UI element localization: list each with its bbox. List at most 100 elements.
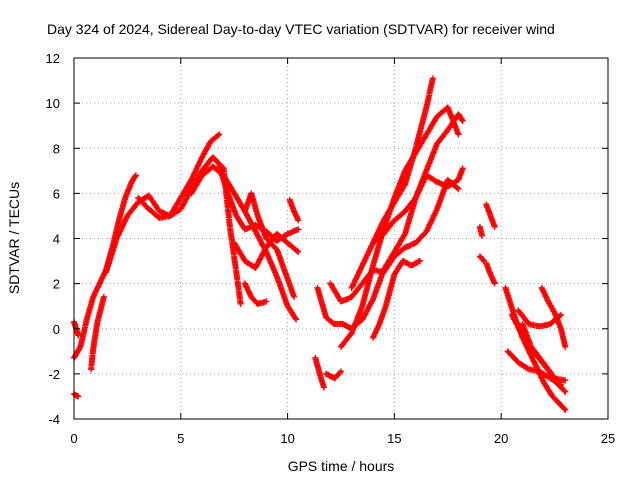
data-point-marker: + [124,185,131,199]
data-point-marker: + [313,357,320,371]
data-point-marker: + [398,244,405,258]
data-point-marker: + [219,170,226,184]
data-point-marker: + [272,265,279,279]
data-point-marker: + [374,279,381,293]
data-point-marker: + [90,344,97,358]
data-point-marker: + [386,256,393,270]
data-point-marker: + [126,179,133,193]
data-point-marker: + [457,169,464,183]
data-point-marker: + [193,177,200,191]
data-point-marker: + [384,207,391,221]
data-point-marker: + [272,242,279,256]
data-point-marker: + [256,254,263,268]
data-point-marker: + [379,267,386,281]
data-point-marker: + [315,286,322,300]
data-point-marker: + [289,240,296,254]
data-point-marker: + [402,164,409,178]
data-point-marker: + [90,339,97,353]
data-point-marker: + [243,279,250,293]
data-point-marker: + [215,129,222,143]
data-point-marker: + [346,329,353,343]
data-point-marker: + [408,152,415,166]
data-point-marker: + [386,257,393,271]
data-point-marker: + [219,160,226,174]
data-point-marker: + [293,223,300,237]
data-point-marker: + [400,180,407,194]
data-point-marker: + [410,150,417,164]
data-point-marker: + [103,265,110,279]
data-point-marker: + [277,231,284,245]
data-point-marker: + [263,225,270,239]
data-point-marker: + [287,304,294,318]
data-point-marker: + [217,162,224,176]
data-point-marker: + [454,126,461,140]
data-point-marker: + [319,299,326,313]
data-point-marker: + [317,293,324,307]
data-point-marker: + [317,290,324,304]
data-point-marker: + [434,175,441,189]
data-point-marker: + [361,292,368,306]
data-point-marker: + [356,266,363,280]
data-point-marker: + [382,263,389,277]
data-point-marker: + [255,255,262,269]
data-point-marker: + [207,153,214,167]
data-point-marker: + [99,270,106,284]
data-point-marker: + [377,233,384,247]
data-point-marker: + [226,192,233,206]
data-point-marker: + [315,364,322,378]
data-point-marker: + [193,174,200,188]
data-point-marker: + [381,226,388,240]
data-point-marker: + [327,314,334,328]
data-point-marker: + [238,199,245,213]
data-point-marker: + [376,223,383,237]
data-point-marker: + [187,174,194,188]
data-point-marker: + [410,198,417,212]
data-point-marker: + [316,365,323,379]
data-point-marker: + [167,208,174,222]
data-point-marker: + [348,290,355,304]
data-point-marker: + [104,259,111,273]
data-point-marker: + [246,214,253,228]
data-point-marker: + [391,189,398,203]
data-point-marker: + [347,327,354,341]
data-point-marker: + [430,211,437,225]
data-point-marker: + [193,179,200,193]
data-point-marker: + [410,197,417,211]
data-point-marker: + [386,206,393,220]
data-point-marker: + [240,202,247,216]
data-point-marker: + [192,180,199,194]
data-point-marker: + [358,261,365,275]
data-point-marker: + [183,182,190,196]
data-point-marker: + [415,142,422,156]
data-point-marker: + [418,178,425,192]
data-point-marker: + [229,239,236,253]
data-point-marker: + [359,313,366,327]
data-point-marker: + [127,205,134,219]
data-point-marker: + [327,369,334,383]
data-point-marker: + [400,168,407,182]
data-point-marker: + [425,93,432,107]
data-point-marker: + [410,150,417,164]
data-point-marker: + [80,325,87,339]
data-point-marker: + [232,259,239,273]
data-point-marker: + [352,318,359,332]
data-point-marker: + [363,283,370,297]
data-point-marker: + [93,319,100,333]
y-tick-label: 12 [46,51,60,66]
data-point-marker: + [228,181,235,195]
data-point-marker: + [249,191,256,205]
data-point-marker: + [113,222,120,236]
data-point-marker: + [141,191,148,205]
data-point-marker: + [213,130,220,144]
data-point-marker: + [189,171,196,185]
data-point-marker: + [176,193,183,207]
data-point-marker: + [291,242,298,256]
data-point-marker: + [139,195,146,209]
data-point-marker: + [120,217,127,231]
data-point-marker: + [142,199,149,213]
data-point-marker: + [138,194,145,208]
data-point-marker: + [224,185,231,199]
data-point-marker: + [429,74,436,88]
data-point-marker: + [233,270,240,284]
data-point-marker: + [163,207,170,221]
